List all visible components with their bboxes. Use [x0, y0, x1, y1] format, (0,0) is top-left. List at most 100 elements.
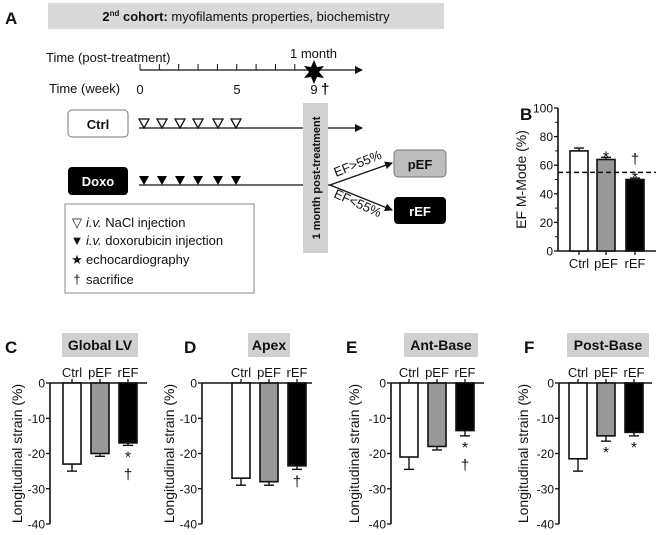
- significance-asterisk: *: [632, 170, 638, 187]
- y-tick-label: -20: [537, 447, 555, 461]
- x-tick-label: Ctrl: [568, 365, 588, 380]
- bar-ref: [624, 382, 644, 434]
- bar-ctrl: [62, 382, 82, 465]
- significance-dagger: †: [461, 457, 469, 474]
- significance-asterisk: *: [125, 449, 131, 466]
- significance-asterisk: *: [631, 440, 637, 457]
- legend-symbol-icon: ▽: [72, 215, 82, 230]
- chart-title-box: [567, 333, 649, 357]
- bar-pef: [259, 382, 279, 483]
- x-tick-label: Ctrl: [231, 365, 251, 380]
- y-tick-label: -40: [369, 518, 387, 532]
- legend-symbol-icon: †: [73, 272, 80, 287]
- chart-title-box: [248, 333, 290, 357]
- legend-box: [64, 203, 255, 294]
- x-tick-label: Ctrl: [569, 256, 589, 271]
- y-tick-label: -30: [537, 482, 555, 496]
- legend-item: † sacrifice: [73, 272, 133, 287]
- ctrl-group-label: Ctrl: [87, 117, 109, 132]
- pef-outcome-box: [393, 149, 447, 178]
- x-tick-label: Ctrl: [62, 365, 82, 380]
- y-tick-label: -10: [180, 412, 198, 426]
- cohort-banner-text: 2nd cohort: myofilaments properties, bio…: [102, 9, 390, 24]
- y-axis-label: Longitudinal strain (%): [346, 384, 362, 523]
- bar-ref: [287, 382, 307, 467]
- y-axis-label: Longitudinal strain (%): [515, 384, 531, 523]
- x-tick-label: pEF: [425, 365, 449, 380]
- post-treatment-bar: [303, 103, 328, 253]
- doxorubicin-injection-triangle-icon: [213, 176, 223, 185]
- x-tick-label: rEF: [118, 365, 139, 380]
- y-axis-label: EF M-Mode (%): [513, 130, 529, 229]
- chart-title: Apex: [252, 337, 286, 353]
- chart-title: Global LV: [68, 337, 133, 353]
- y-tick-label: 60: [540, 159, 554, 173]
- x-tick-label: rEF: [625, 256, 646, 271]
- legend: ▽ i.v. NaCl injection▼ i.v. doxorubicin in…: [71, 215, 224, 287]
- y-tick-label: 0: [547, 377, 554, 391]
- doxorubicin-injection-triangle-icon: [231, 176, 241, 185]
- doxorubicin-injection-triangle-icon: [175, 176, 185, 185]
- bar-pef: [90, 382, 110, 455]
- nacl-injection-triangle-icon: [155, 118, 169, 130]
- panel-letter-f: F: [524, 338, 534, 357]
- ctrl-group-box: [67, 109, 129, 138]
- panel-f: F Post-Base 0 -10 -20 -30 -40 Longitudinal stra…: [515, 333, 652, 532]
- doxo-group-box: [68, 167, 128, 195]
- time-week-label: Time (week): [49, 81, 120, 96]
- y-tick-label: -30: [369, 482, 387, 496]
- legend-label: sacrifice: [86, 272, 134, 287]
- y-tick-label: -30: [28, 482, 46, 496]
- bar-ref: [455, 382, 475, 432]
- significance-dagger: †: [631, 151, 639, 168]
- echocardiography-star-icon: [304, 60, 324, 84]
- legend-label: i.v. doxorubicin injection: [86, 233, 223, 248]
- x-tick-label: pEF: [257, 365, 281, 380]
- y-tick-label: -10: [28, 412, 46, 426]
- significance-asterisk: *: [603, 445, 609, 462]
- y-tick-label: -20: [369, 447, 387, 461]
- bar-ctrl: [569, 150, 589, 252]
- bar-ctrl: [568, 382, 588, 460]
- legend-item: ★ echocardiography: [71, 252, 190, 267]
- branch-arrow-ref: [329, 184, 393, 212]
- nacl-injection-triangle-icon: [137, 118, 151, 130]
- bar-ctrl: [399, 382, 419, 458]
- y-tick-label: -40: [180, 518, 198, 532]
- nacl-injection-markers: [137, 118, 243, 130]
- y-tick-label: 40: [540, 187, 554, 201]
- y-tick-label: 0: [379, 377, 386, 391]
- panel-letter-d: D: [184, 338, 196, 357]
- legend-symbol-icon: ★: [71, 252, 83, 267]
- branch-label-ef-below: EF<55%: [332, 186, 384, 220]
- y-tick-label: 0: [38, 377, 45, 391]
- doxorubicin-injection-triangle-icon: [139, 176, 149, 185]
- x-tick-label: rEF: [455, 365, 476, 380]
- pef-outcome-label: pEF: [408, 157, 433, 172]
- nacl-injection-triangle-icon: [191, 118, 205, 130]
- y-tick-label: 0: [190, 377, 197, 391]
- nacl-injection-triangle-icon: [173, 118, 187, 130]
- cohort-banner: [48, 3, 444, 29]
- y-tick-label: -10: [369, 412, 387, 426]
- ref-outcome-box: [394, 197, 446, 224]
- panel-letter-b: B: [520, 105, 532, 124]
- legend-label: i.v. NaCl injection: [86, 215, 185, 230]
- x-tick-label: Ctrl: [399, 365, 419, 380]
- y-axis-label: Longitudinal strain (%): [161, 384, 177, 523]
- week-tick-label: 0: [136, 82, 143, 97]
- panel-b: B 0 20 40 60 80 100 EF M-Mode (%) Ctrl pEF * rEF * †: [513, 102, 656, 271]
- y-tick-label: -10: [537, 412, 555, 426]
- y-tick-label: -40: [28, 518, 46, 532]
- legend-item: ▽ i.v. NaCl injection: [72, 215, 185, 230]
- panel-letter-e: E: [346, 338, 357, 357]
- x-tick-label: rEF: [624, 365, 645, 380]
- y-axis-label: Longitudinal strain (%): [9, 384, 25, 523]
- panel-letter-a: A: [5, 9, 17, 28]
- bar-ref: [118, 382, 138, 444]
- panel-letter-c: C: [5, 338, 17, 357]
- bar-pef: [596, 382, 616, 437]
- x-tick-label: pEF: [88, 365, 112, 380]
